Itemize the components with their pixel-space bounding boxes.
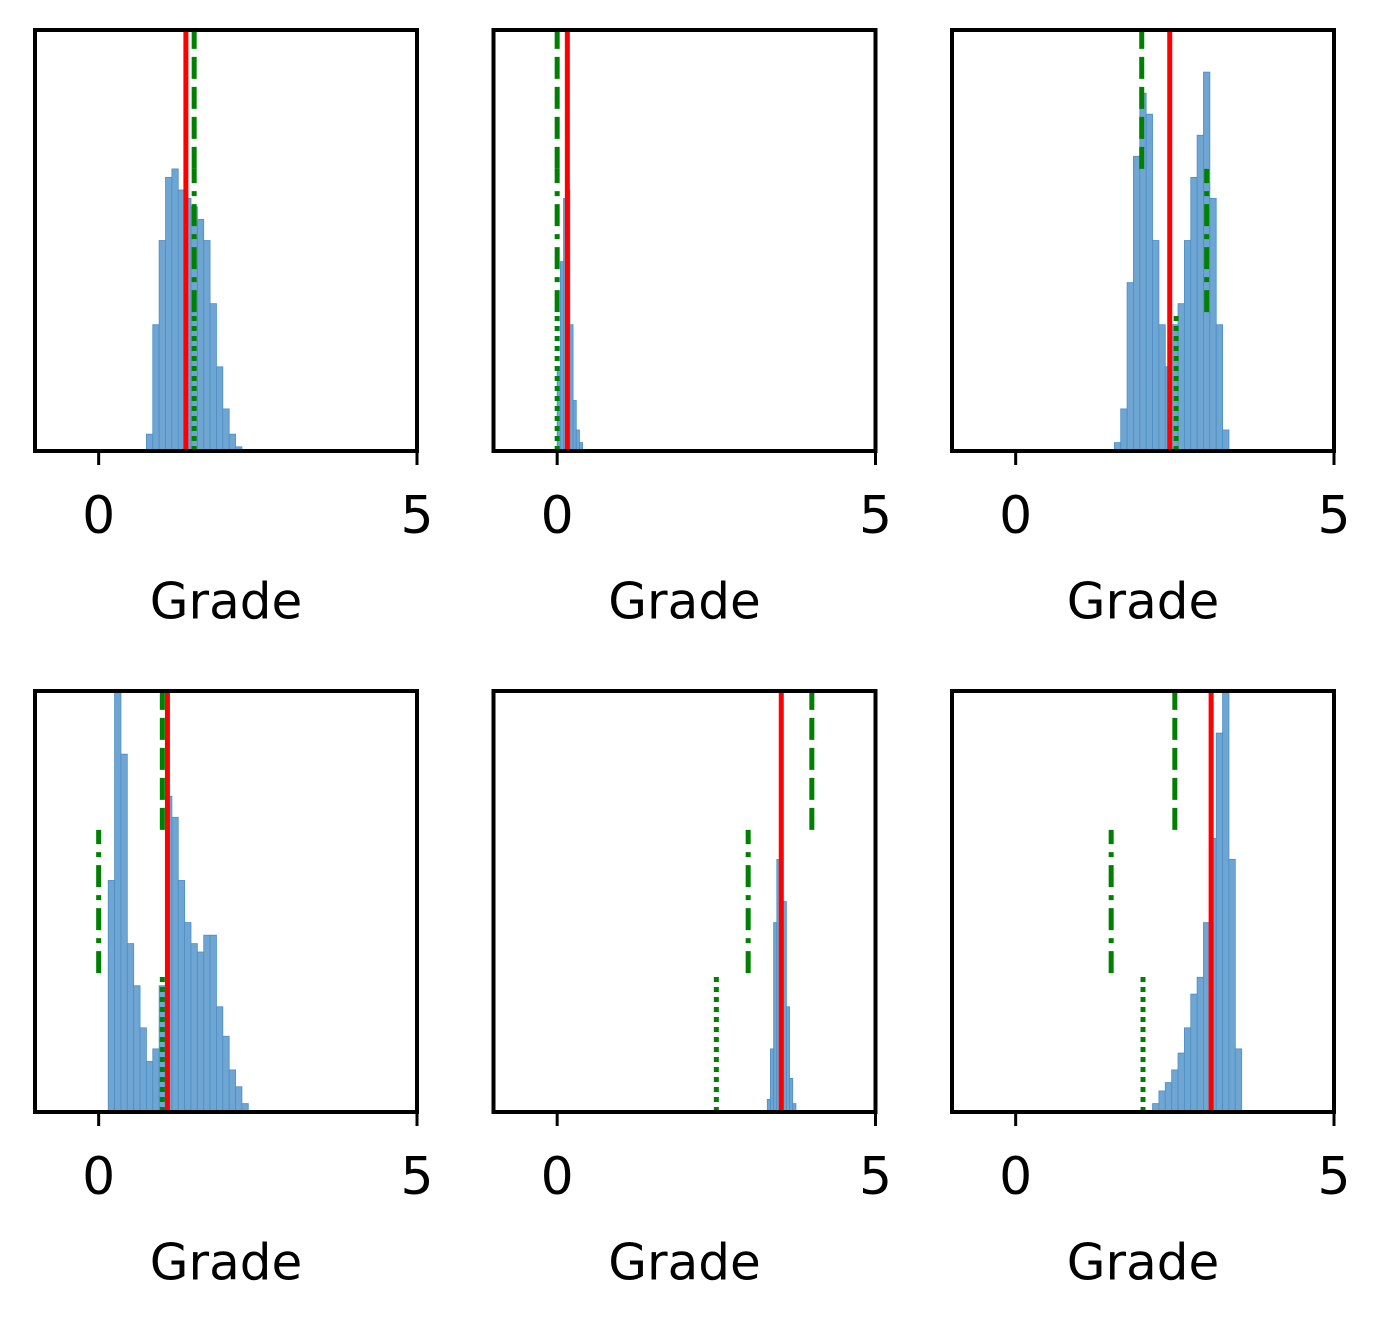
x-axis-label: Grade — [608, 573, 760, 631]
histogram-bar — [133, 985, 141, 1113]
histogram-bar — [152, 1048, 160, 1113]
histogram-bar — [184, 922, 192, 1113]
x-tick-label: 5 — [400, 1147, 433, 1207]
histogram-bar — [1234, 1048, 1243, 1113]
histogram-bar — [1133, 155, 1141, 452]
histogram-bar — [1209, 197, 1217, 452]
axes-frame — [950, 28, 1336, 453]
histogram-bar — [209, 934, 217, 1113]
x-tick-label: 5 — [1317, 1147, 1350, 1207]
histogram-bar — [107, 880, 115, 1113]
axes-frame — [33, 28, 419, 453]
histogram-bar — [785, 1006, 790, 1113]
histogram-bar — [216, 366, 224, 452]
histogram-bar — [1158, 1090, 1166, 1113]
histogram-bar — [1190, 993, 1198, 1113]
histogram-bar — [152, 324, 160, 452]
x-tick-label: 0 — [82, 1147, 115, 1207]
histogram-bar — [1120, 408, 1128, 452]
histogram-bar — [165, 176, 173, 452]
x-tick-label: 0 — [541, 486, 574, 546]
histogram-bar — [1177, 303, 1185, 452]
histogram-bar — [770, 1048, 775, 1113]
histogram-bar — [196, 219, 205, 452]
histogram-bar — [114, 690, 122, 1113]
histogram-bar — [773, 922, 778, 1113]
axes-frame — [491, 28, 878, 453]
histogram-bar — [177, 880, 186, 1113]
x-tick-label: 5 — [859, 486, 892, 546]
histogram-bar — [1183, 240, 1192, 452]
histogram-bar — [1228, 859, 1236, 1113]
histogram-bar — [1171, 1069, 1179, 1113]
histogram-bar — [190, 943, 198, 1113]
x-axis-label: Grade — [608, 1234, 760, 1292]
histogram-bar — [1222, 429, 1230, 452]
x-axis-label: Grade — [150, 573, 302, 631]
histogram-bar — [575, 429, 580, 452]
x-axis-label: Grade — [1067, 1234, 1219, 1292]
histogram-bar — [158, 240, 166, 452]
histogram-bar — [559, 261, 564, 452]
axes-frame — [33, 689, 419, 1114]
x-axis-label: Grade — [150, 1234, 302, 1292]
histogram-bar — [235, 1086, 243, 1113]
histogram-bar — [216, 1006, 224, 1113]
histogram-bar — [203, 240, 211, 452]
histogram-bar — [1126, 282, 1134, 452]
histogram-bar — [1164, 1082, 1173, 1113]
x-tick-label: 0 — [999, 486, 1032, 546]
histogram-bar — [146, 433, 154, 452]
histogram-bar — [228, 1069, 236, 1113]
histogram-bar — [1196, 134, 1204, 452]
x-tick-label: 5 — [400, 486, 433, 546]
histogram-bar — [228, 433, 236, 452]
x-tick-label: 0 — [541, 1147, 574, 1207]
histogram-bar — [146, 1061, 154, 1113]
histogram-bar — [139, 1027, 147, 1113]
histogram-bar — [1196, 976, 1204, 1113]
x-tick-label: 5 — [859, 1147, 892, 1207]
histogram-bar — [171, 816, 179, 1113]
histogram-bar — [1139, 92, 1147, 452]
histogram-bar — [196, 951, 205, 1113]
histogram-bar — [126, 943, 135, 1113]
histogram-bar — [1222, 690, 1230, 1113]
axes-frame — [491, 689, 878, 1114]
histogram-bar — [1183, 1027, 1192, 1113]
histogram-bar — [222, 1035, 230, 1113]
histogram-bar — [1190, 176, 1198, 452]
histogram-bar — [222, 408, 230, 452]
histogram-bar — [171, 168, 179, 452]
x-axis-label: Grade — [1067, 573, 1219, 631]
x-tick-label: 0 — [82, 486, 115, 546]
histogram-bar — [203, 934, 211, 1113]
histogram-bar — [1215, 732, 1223, 1113]
histogram-bar — [789, 1077, 794, 1113]
histogram-bar — [1177, 1052, 1185, 1113]
histogram-bar — [1158, 324, 1166, 452]
x-tick-label: 0 — [999, 1147, 1032, 1207]
histogram-bar — [569, 324, 574, 452]
x-tick-label: 5 — [1317, 486, 1350, 546]
histogram-bar — [1145, 113, 1153, 452]
axes-frame — [950, 689, 1336, 1114]
histogram-bar — [209, 303, 217, 452]
histogram-bar — [1215, 324, 1223, 452]
histogram-bar — [572, 400, 577, 452]
histogram-bar — [120, 753, 128, 1113]
histogram-bar — [1152, 240, 1160, 452]
